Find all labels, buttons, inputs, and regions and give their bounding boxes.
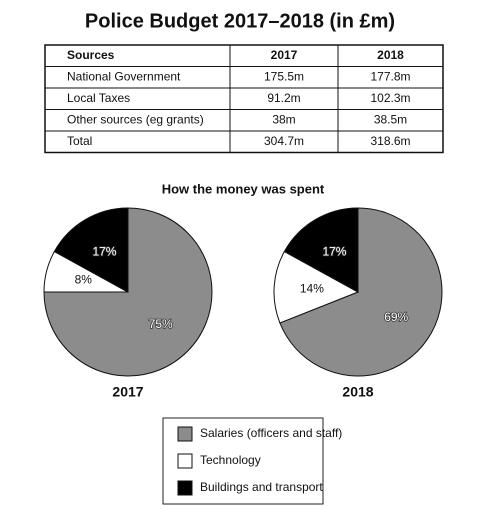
table-cell: 91.2m [267,91,300,105]
charts-title: How the money was spent [162,181,325,196]
legend-box [162,417,324,505]
table-cell: National Government [67,69,181,83]
table-header: 2018 [377,48,404,62]
table-cell: 304.7m [264,134,304,148]
table-cell: 38.5m [374,112,407,126]
table-cell: Local Taxes [67,91,130,105]
table-cell: 102.3m [370,91,410,105]
slice-label: 69% [384,310,408,324]
table-cell: 38m [272,112,295,126]
legend-swatch [177,426,193,442]
slice-label: 75% [149,317,173,331]
page-title: Police Budget 2017–2018 (in £m) [85,10,395,32]
legend-swatch [177,453,193,469]
table-cell: 177.8m [370,69,410,83]
table-cell: 318.6m [370,134,410,148]
slice-label: 14% [300,281,324,295]
pie-slice [273,250,360,324]
pie-slice [53,207,129,293]
table-cell: 175.5m [264,69,304,83]
legend-label: Technology [200,453,261,467]
slice-label: 17% [322,244,346,258]
table-border [44,44,444,154]
table-header: Sources [67,48,115,62]
pie-title: 2018 [342,384,373,400]
pie-slice [279,207,443,377]
pie-slice [43,207,213,377]
pie-slice [283,207,359,293]
legend-label: Salaries (officers and staff) [200,426,342,440]
table-cell: Other sources (eg grants) [67,112,204,126]
pie-title: 2017 [112,384,143,400]
legend-swatch [177,480,193,496]
slice-label: 17% [92,244,116,258]
table-header: 2017 [271,48,298,62]
slice-label: 8% [75,273,93,287]
table-cell: Total [67,134,92,148]
legend-label: Buildings and transport [200,480,323,494]
